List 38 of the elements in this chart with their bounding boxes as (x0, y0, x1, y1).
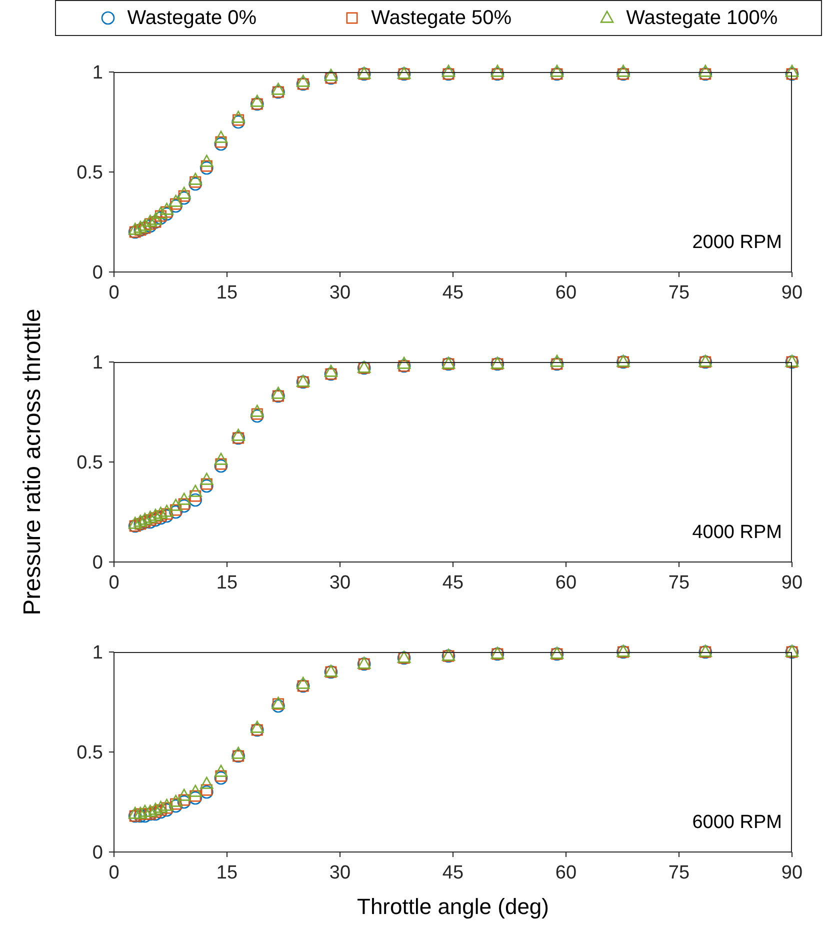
legend-label: Wastegate 100% (626, 6, 778, 30)
x-tick-label: 15 (216, 282, 238, 304)
legend-label: Wastegate 50% (371, 6, 512, 30)
y-tick-label: 0 (92, 842, 103, 864)
x-tick-label: 30 (329, 282, 351, 304)
y-tick-label: 0 (92, 552, 103, 574)
x-axis-title: Throttle angle (deg) (356, 894, 550, 920)
x-tick-label: 75 (668, 572, 690, 594)
x-tick-label: 60 (555, 862, 577, 884)
x-tick-label: 90 (781, 282, 803, 304)
x-tick-label: 45 (442, 282, 464, 304)
annotation: 4000 RPM (692, 522, 782, 544)
x-tick-label: 0 (108, 862, 120, 884)
y-tick-label: 0.5 (76, 742, 103, 764)
y-tick-label: 1 (92, 352, 103, 374)
x-tick-label: 60 (555, 282, 577, 304)
x-tick-label: 15 (216, 572, 238, 594)
x-tick-label: 30 (329, 862, 351, 884)
x-tick-label: 75 (668, 282, 690, 304)
y-axis-title: Pressure ratio across throttle (19, 308, 47, 616)
y-tick-label: 1 (92, 642, 103, 664)
annotation: 6000 RPM (692, 812, 782, 834)
x-tick-label: 60 (555, 572, 577, 594)
y-tick-label: 0.5 (76, 162, 103, 184)
x-tick-label: 90 (781, 572, 803, 594)
x-tick-label: 45 (442, 862, 464, 884)
y-tick-label: 1 (92, 62, 103, 84)
x-tick-label: 30 (329, 572, 351, 594)
annotation: 2000 RPM (692, 232, 782, 254)
x-tick-label: 0 (108, 572, 120, 594)
y-tick-label: 0 (92, 262, 103, 284)
y-tick-label: 0.5 (76, 452, 103, 474)
x-tick-label: 15 (216, 862, 238, 884)
legend-label: Wastegate 0% (127, 6, 257, 30)
x-tick-label: 45 (442, 572, 464, 594)
x-tick-label: 75 (668, 862, 690, 884)
x-tick-label: 90 (781, 862, 803, 884)
x-tick-label: 0 (108, 282, 120, 304)
